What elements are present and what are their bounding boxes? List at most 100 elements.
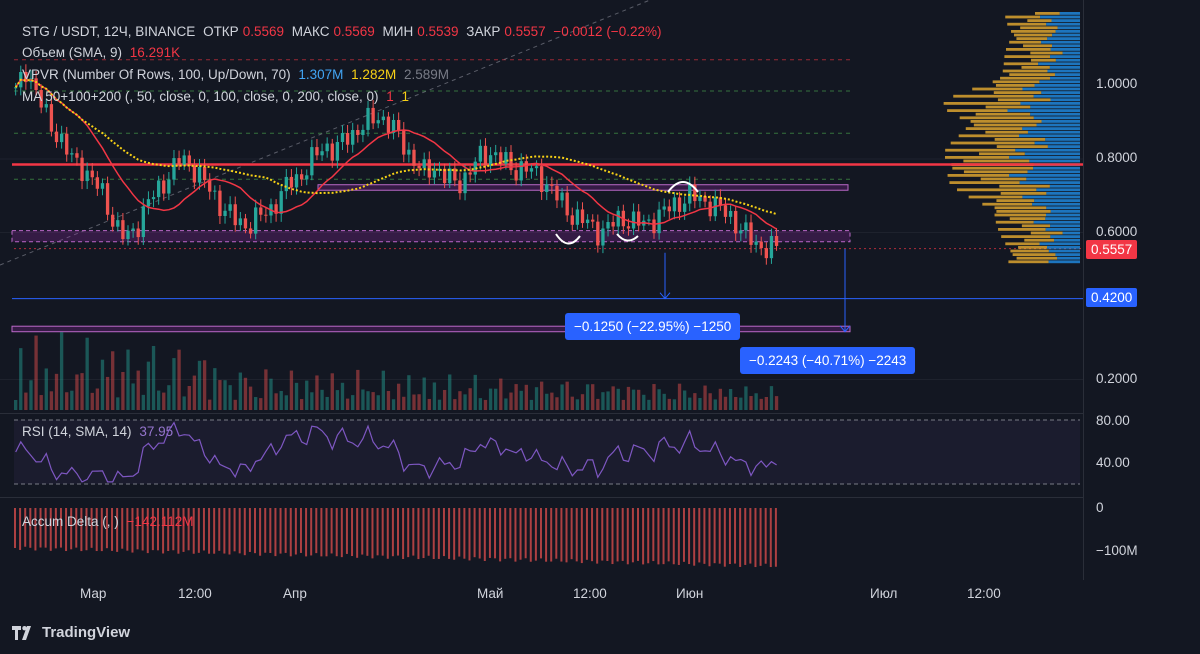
candle-body [560,192,564,201]
volume-bar [596,398,600,410]
vpvr-bar-down [979,152,1025,156]
candle-body [734,210,738,234]
delta-bar [248,508,251,552]
volume-bar [529,399,534,410]
delta-bar [407,508,410,558]
vpvr-bar-down [1009,40,1042,44]
candle-body [274,204,278,214]
vpvr-bar-down [972,87,1023,91]
candle-body [514,170,518,181]
delta-bar [233,508,236,552]
delta-bar [54,508,57,549]
volume-bar [397,383,401,410]
vpvr-bar-up [1048,249,1080,253]
low-value: 0.5539 [417,24,459,39]
volume-bar [728,389,733,410]
vpvr-bar-up [1050,76,1080,80]
volume-bar [151,345,156,410]
delta-bar [111,508,114,551]
volume-bar [167,385,171,410]
delta-bar [529,508,532,562]
vpvr-bar-up [1015,148,1080,152]
volume-bar [407,375,411,410]
delta-bar [759,508,762,566]
legend-vpvr-row[interactable]: VPVR (Number Of Rows, 100, Up/Down, 70) … [22,67,453,82]
vpvr-bar-up [1050,210,1080,213]
delta-bar [361,508,364,555]
ma-label: MA 50+100+200 (, 50, close, 0, 100, clos… [22,89,379,104]
candle-body [264,214,268,216]
candle-body [677,197,682,212]
volume-bar [116,397,120,410]
measure-label-second[interactable]: −0.2243 (−40.71%) −2243 [740,347,916,374]
volume-bar [126,349,130,410]
delta-bar [141,508,144,551]
volume-bar [606,391,610,410]
delta-bar [156,508,159,551]
candle-body [39,90,43,108]
volume-bar [601,392,605,410]
legend-ma-row[interactable]: MA 50+100+200 (, 50, close, 0, 100, clos… [22,89,413,104]
volume-bar [499,378,503,410]
candle-body [397,119,401,131]
candle-body [187,155,191,166]
volume-bar [749,396,753,410]
candle-body [488,155,493,166]
volume-bar [356,369,360,410]
vpvr-bar-down [1027,19,1052,22]
delta-bar [565,508,568,563]
volume-bar [121,372,125,410]
vpvr-bar-up [1036,188,1080,192]
volume-bar [442,389,447,410]
volume-bar [448,374,452,410]
legend-volume-row[interactable]: Объем (SMA, 9) 16.291K [22,45,184,60]
candle-body [330,143,334,161]
volume-bar [611,386,615,410]
volume-bar [156,390,161,410]
candle-body [116,220,120,227]
vpvr-bar-up [1062,231,1080,235]
vpvr-total-value: 2.589M [403,67,449,82]
ma-value-1: 1 [386,89,394,104]
candle-body [218,190,222,217]
volume-bar [550,392,554,410]
delta-bar [167,508,170,551]
vpvr-bar-up [1057,256,1080,260]
volume-bar [422,377,426,410]
candle-body [662,206,666,210]
candle-body [320,151,324,156]
vpvr-bar-down [1000,192,1047,195]
vpvr-bar-up [1047,246,1080,249]
candle-body [305,175,309,180]
volume-bar [381,370,385,410]
volume-bar [172,358,176,410]
candle-body [499,152,503,164]
delta-bar [662,508,665,565]
candle-body [315,147,319,156]
tradingview-logo[interactable]: TradingView [12,624,130,641]
price-pane[interactable] [0,0,1083,413]
candle-body [468,172,472,175]
candle-body [682,203,687,212]
delta-bar [509,508,512,559]
vpvr-bar-down [1008,260,1049,264]
volume-bar [718,388,723,410]
volume-bar [555,397,559,410]
legend-rsi-row[interactable]: RSI (14, SMA, 14) 37.95 [22,424,177,439]
vpvr-bar-down [985,130,1028,134]
delta-bar [417,508,420,560]
legend-symbol-row[interactable]: STG / USDT, 12Ч, BINANCE ОТКР 0.5569 МАКС… [22,24,665,39]
volume-bar [642,394,646,410]
volume-bar [177,349,181,410]
rsi-pane[interactable] [0,414,1083,497]
volume-bar [146,361,151,410]
bottom-arc [555,233,581,245]
measure-label-first[interactable]: −0.1250 (−22.95%) −1250 [565,313,741,340]
rsi-label: RSI (14, SMA, 14) [22,424,132,439]
delta-bar [585,508,588,560]
legend-delta-row[interactable]: Accum Delta (, ) −142.112M [22,514,197,529]
volume-bar [29,380,33,410]
volume-bar [688,397,692,410]
delta-bar [698,508,701,563]
